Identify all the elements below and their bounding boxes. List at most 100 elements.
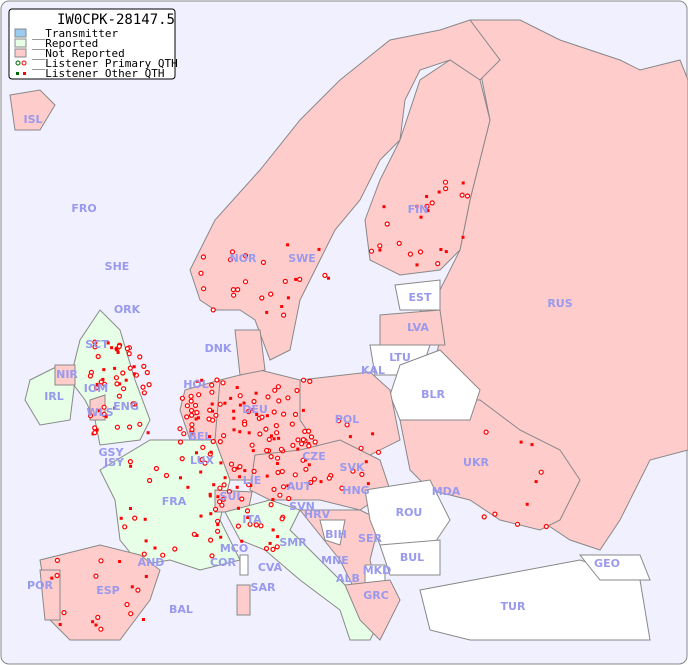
listener-other-marker [194,417,198,421]
listener-other-marker [91,620,95,624]
listener-primary-marker [295,437,301,443]
country-label-sar: SAR [251,581,276,594]
listener-other-marker [276,535,280,539]
country-label-esp: ESP [96,584,120,597]
listener-other-marker [209,512,213,516]
listener-primary-marker [268,291,274,297]
listener-other-marker [307,463,311,467]
listener-primary-marker [220,496,226,502]
listener-primary-marker [116,343,122,349]
listener-other-marker [95,382,99,386]
country-label-bal: BAL [169,603,193,616]
listener-primary-marker [322,272,328,278]
listener-primary-marker [141,390,147,396]
listener-primary-marker [95,353,101,360]
listener-primary-marker [263,545,270,552]
country-label-lie: LIE [243,474,262,487]
listener-primary-marker [215,528,221,534]
country-label-kal: KAL [361,364,385,377]
country-label-jsy: JSY [103,456,125,469]
listener-primary-marker [188,393,194,399]
listener-primary-marker [184,403,190,409]
listener-other-marker [240,539,244,543]
listener-primary-marker [153,465,159,472]
listener-primary-marker [137,354,143,360]
listener-other-marker [97,409,101,413]
listener-primary-marker [98,626,104,632]
listener-other-marker [286,484,290,488]
listener-other-marker [327,276,330,280]
listener-primary-marker [344,422,350,428]
country-label-hng: HNG [342,484,369,497]
listener-other-marker [255,413,259,416]
listener-other-marker [118,560,122,563]
listener-primary-marker [213,412,219,418]
listener-primary-marker [192,402,199,408]
listener-other-marker [211,409,214,413]
listener-other-marker [232,409,236,413]
listener-primary-marker [263,426,269,432]
country-label-fin: FIN [408,203,429,216]
listener-primary-marker [368,248,375,254]
legend-swatch [14,28,27,38]
listener-primary-marker [208,537,214,543]
listener-primary-marker [209,553,215,559]
listener-primary-marker [246,482,252,488]
listener-other-marker [254,391,258,395]
listener-other-marker [95,428,99,432]
listener-primary-marker [137,421,143,427]
listener-other-marker [132,365,136,369]
legend-other-icon [16,72,19,75]
listener-other-marker [378,248,382,252]
listener-other-marker [124,378,128,382]
listener-primary-marker [146,382,152,388]
listener-other-marker [238,430,242,434]
listener-other-marker [58,623,62,626]
listener-primary-marker [273,423,279,429]
listener-primary-marker [543,523,549,530]
listener-primary-marker [144,369,150,376]
country-label-sct: SCT [85,338,109,351]
listener-primary-marker [127,424,133,430]
country-label-aut: AUT [287,480,312,493]
listener-other-marker [304,458,308,462]
listener-other-marker [94,623,98,627]
listener-primary-marker [271,486,277,492]
listener-primary-marker [268,454,274,460]
listener-other-marker [276,462,279,465]
country-bul [379,539,441,576]
listener-other-marker [101,377,105,381]
listener-other-marker [106,341,110,345]
listener-primary-marker [375,449,382,455]
listener-primary-marker [265,394,271,400]
listener-primary-marker [259,414,265,420]
listener-primary-marker [277,492,283,498]
listener-other-marker [251,408,255,411]
country-label-hol: HOL [183,378,209,391]
listener-primary-marker [210,307,216,313]
listener-primary-marker [253,522,259,528]
listener-primary-marker [306,428,312,434]
country-label-svn: SVN [289,500,315,513]
listener-primary-marker [251,468,257,474]
listener-primary-marker [177,439,184,445]
listener-other-marker [366,482,370,486]
listener-primary-marker [217,401,223,407]
country-label-cva: CVA [258,561,283,574]
country-label-geo: GEO [594,557,620,570]
listener-other-marker [461,181,465,185]
listener-other-marker [426,209,430,213]
legend-label: __Listener Other QTH [32,67,164,80]
country-dnk [234,329,266,376]
listener-primary-marker [231,466,237,472]
listener-primary-marker [188,398,194,404]
country-label-mco: MCO [220,542,248,555]
listener-primary-marker [417,249,424,255]
listener-primary-marker [210,438,216,445]
listener-other-marker [216,523,220,527]
country-fin [364,59,491,276]
country-label-irl: IRL [44,390,64,403]
country-label-bih: BIH [325,528,347,541]
country-label-sui: SUI [220,490,241,503]
